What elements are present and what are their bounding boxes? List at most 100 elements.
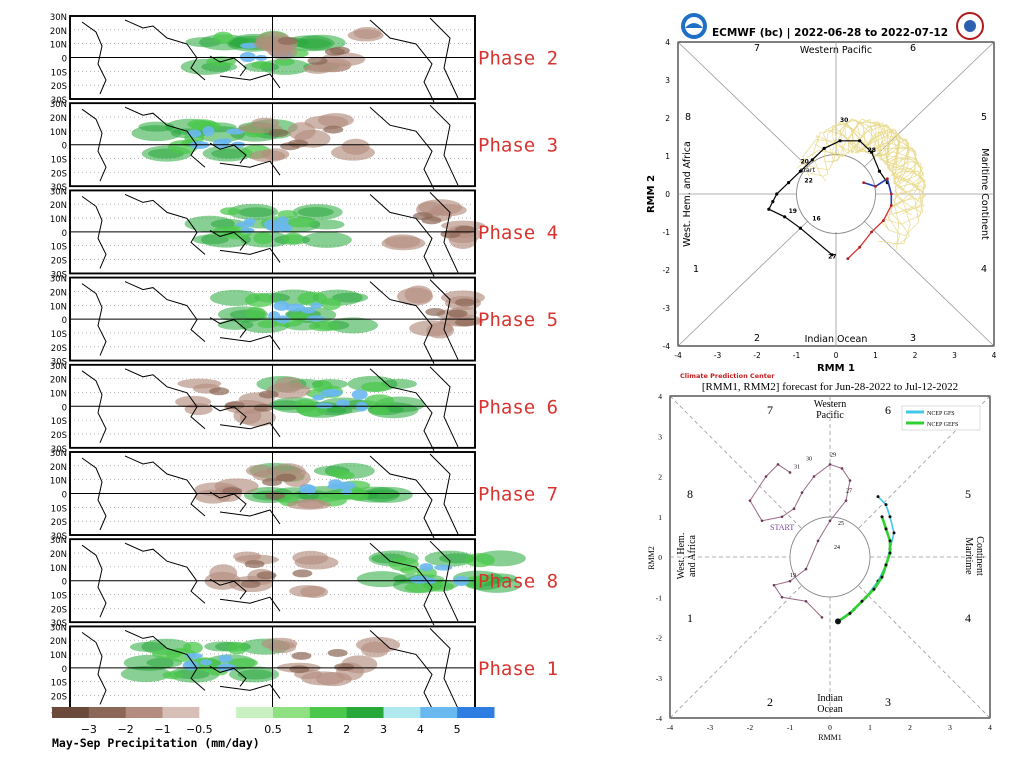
y-tick-label: -3: [663, 304, 671, 313]
dry-anomaly-strong: [276, 473, 297, 482]
phase-label: Phase 1: [478, 658, 558, 680]
x-tick-label: 0: [828, 723, 832, 732]
observed-point: [858, 139, 862, 143]
dry-anomaly-strong: [307, 56, 328, 65]
ensemble-member-line: [823, 123, 909, 186]
lat-label: 10N: [50, 128, 67, 138]
lat-label: 20S: [51, 605, 67, 615]
observed-point: [830, 253, 834, 257]
lat-label: 0: [62, 578, 67, 588]
legend-gefs-label: NCEP GEFS: [927, 422, 958, 428]
wet-anomaly-max: [328, 389, 343, 396]
observed-point: [810, 158, 814, 162]
day-label: 28: [868, 147, 876, 154]
dry-anomaly: [184, 403, 213, 416]
chart1-ensemble-members: [796, 118, 927, 251]
wet-anomaly-max: [310, 302, 323, 309]
wet-anomaly: [301, 231, 352, 248]
day-label: 19: [789, 208, 797, 215]
phase-panel: 30N 20N 10N 0 10S 20S 30S Phase 2: [50, 13, 558, 106]
mjo-composite-panels: 30N 20N 10N 0 10S 20S 30S Phase 2 30N 20N 10N 0 10S 2…: [50, 13, 558, 750]
x-tick-label: -1: [787, 723, 793, 732]
lat-label: 0: [62, 491, 67, 501]
dry-anomaly: [353, 26, 382, 39]
day-label: 30: [840, 117, 848, 124]
map-border: [69, 451, 476, 536]
chart1-observed-track: [767, 139, 889, 257]
day-label: 30: [806, 456, 812, 462]
forecast-point: [888, 515, 892, 519]
legend-gfs-label: NCEP GFS: [927, 411, 955, 417]
chart1-credit: Climate Prediction Center: [680, 372, 775, 380]
dry-anomaly-strong: [277, 36, 298, 45]
wet-anomaly: [424, 550, 475, 567]
forecast-point: [870, 230, 873, 234]
lat-label: 10N: [50, 389, 67, 399]
wet-anomaly-max: [276, 216, 289, 227]
ensemble-member-line: [812, 124, 901, 182]
x-tick-label: 2: [908, 723, 912, 732]
phase-label: Phase 5: [478, 309, 558, 331]
observed-point: [787, 181, 791, 185]
x-tick-label: 4: [992, 351, 997, 360]
wet-anomaly-strong: [277, 210, 298, 219]
observed-point: [767, 207, 771, 211]
wet-anomaly: [363, 489, 400, 500]
lat-label: 30N: [50, 187, 67, 197]
wet-anomaly-strong: [166, 648, 197, 663]
y-tick-label: 3: [658, 432, 662, 441]
day-label: 27: [846, 489, 852, 495]
observed-point: [788, 471, 792, 474]
day-label: 16: [812, 216, 820, 223]
observed-point: [804, 599, 808, 603]
lat-label: 10S: [51, 592, 67, 602]
chart1-ylabel: RMM 2: [646, 175, 657, 213]
dry-anomaly-strong: [323, 125, 344, 134]
wet-anomaly-max: [335, 481, 356, 490]
dry-anomaly-strong: [264, 491, 285, 500]
wet-anomaly-strong: [334, 471, 355, 480]
chart2-xlabel: RMM1: [818, 733, 842, 742]
phase-number: 3: [910, 333, 916, 344]
y-tick-label: -2: [656, 634, 662, 643]
observed-point: [828, 463, 832, 466]
y-tick-label: 4: [665, 38, 670, 47]
phase-number: 8: [685, 112, 691, 123]
observed-point: [812, 475, 816, 478]
wet-anomaly-max: [306, 315, 325, 322]
wet-anomaly-strong: [308, 321, 339, 332]
day-label: 20: [800, 159, 808, 166]
day-label: 24: [834, 545, 840, 551]
day-label: 29: [830, 452, 836, 458]
forecast-point: [858, 245, 862, 249]
lat-label: 10N: [50, 651, 67, 661]
y-tick-label: 0: [658, 553, 662, 562]
dry-anomaly-strong: [289, 665, 310, 674]
lat-label: 30S: [51, 445, 67, 455]
observed-point: [788, 579, 792, 583]
diagonal-line: [863, 41, 995, 168]
lat-label: 0: [62, 142, 67, 152]
lat-label: 10S: [51, 156, 67, 166]
observed-point: [775, 192, 779, 196]
dry-anomaly-strong: [224, 401, 245, 410]
chart2-legend: NCEP GFS NCEP GEFS: [901, 405, 981, 431]
dry-anomaly: [268, 641, 297, 654]
lat-label: 30N: [50, 536, 67, 546]
lat-label: 10S: [51, 504, 67, 514]
forecast-point: [889, 192, 893, 196]
dry-anomaly: [418, 199, 463, 216]
dry-anomaly-strong: [455, 225, 475, 234]
wet-anomaly-strong: [364, 394, 395, 409]
dry-anomaly-strong: [324, 47, 345, 56]
phase-number: 2: [754, 333, 760, 344]
noaa-logo-icon: [681, 13, 707, 39]
forecast-point: [884, 563, 888, 567]
colorbar-tick-label: 5: [454, 723, 461, 736]
dry-anomaly-strong: [447, 309, 468, 318]
wet-anomaly-max: [218, 654, 233, 663]
day-label: 31: [794, 464, 800, 470]
x-tick-label: -4: [674, 351, 682, 360]
forecast-point: [848, 611, 852, 615]
observed-point: [798, 169, 803, 173]
